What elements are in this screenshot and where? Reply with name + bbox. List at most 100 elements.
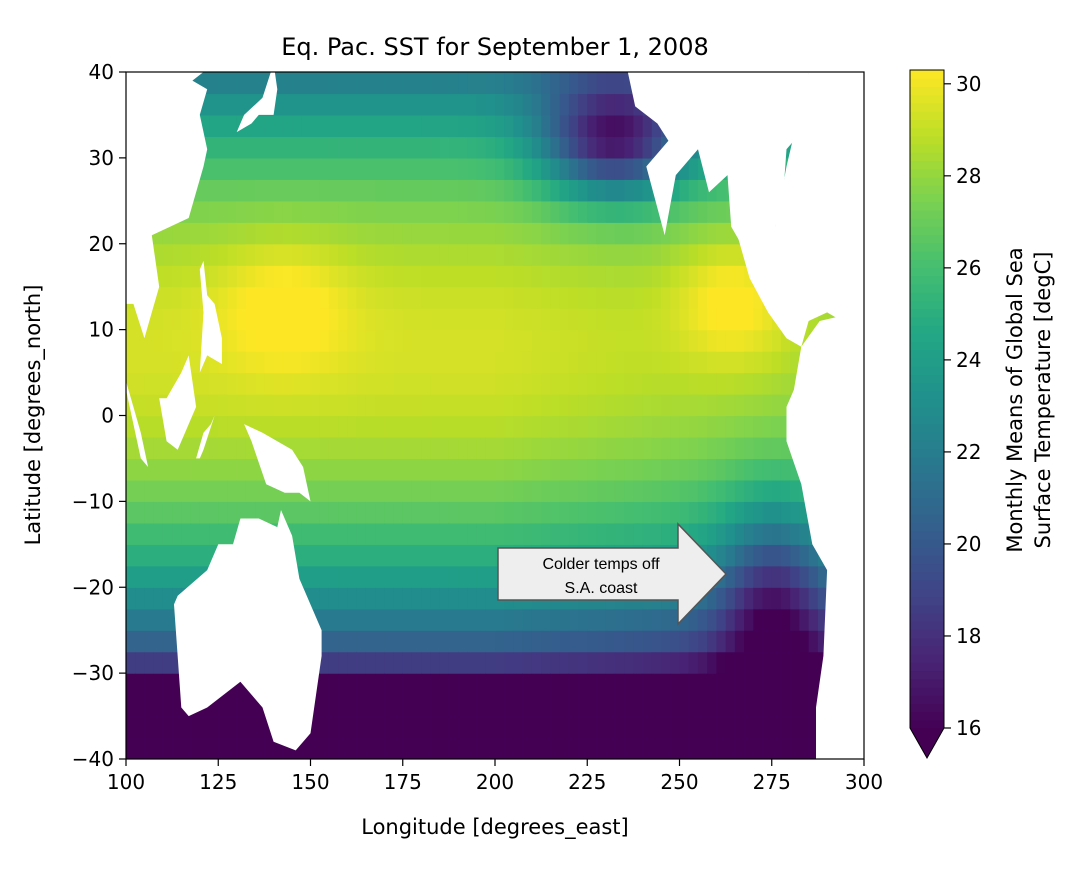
heatmap-cell <box>725 479 736 502</box>
heatmap-cell <box>670 394 681 417</box>
y-axis-label: Latitude [degrees_north] <box>21 285 46 546</box>
heatmap-cell <box>218 501 229 524</box>
heatmap-cell <box>347 501 358 524</box>
colorbar-segment <box>910 259 944 268</box>
heatmap-cell <box>688 737 699 759</box>
heatmap-cell <box>328 673 339 696</box>
heatmap-cell <box>190 415 201 438</box>
heatmap-cell <box>319 630 330 653</box>
heatmap-cell <box>384 587 395 610</box>
heatmap-cell <box>642 479 653 502</box>
heatmap-cell <box>513 716 524 739</box>
heatmap-cell <box>790 651 801 674</box>
heatmap-cell <box>541 651 551 674</box>
heatmap-cell <box>347 114 358 138</box>
heatmap-cell <box>744 737 754 759</box>
heatmap-cell <box>439 522 450 545</box>
heatmap-cell <box>439 372 450 395</box>
heatmap-cell <box>144 522 155 545</box>
heatmap-cell <box>375 544 385 567</box>
heatmap-cell <box>218 136 229 159</box>
heatmap-cell <box>227 501 238 524</box>
heatmap-cell <box>707 351 717 374</box>
heatmap-cell <box>365 694 376 717</box>
heatmap-cell <box>181 329 192 352</box>
heatmap-cell <box>375 716 385 739</box>
heatmap-cell <box>375 372 385 395</box>
heatmap-cell <box>153 673 164 696</box>
heatmap-cell <box>301 436 312 460</box>
heatmap-cell <box>624 394 634 417</box>
heatmap-cell <box>236 716 247 739</box>
heatmap-cell <box>559 372 570 395</box>
heatmap-cell <box>162 458 173 481</box>
heatmap-cell <box>162 222 173 245</box>
heatmap-cell <box>467 157 478 180</box>
heatmap-cell <box>448 737 459 759</box>
heatmap-cell <box>319 114 330 138</box>
colorbar-segment <box>910 571 944 581</box>
heatmap-cell <box>430 394 441 417</box>
heatmap-cell <box>679 157 690 180</box>
heatmap-cell <box>439 93 450 116</box>
x-tick-label: 150 <box>291 770 329 794</box>
heatmap-cell <box>688 351 699 374</box>
heatmap-cell <box>707 265 717 288</box>
heatmap-cell <box>744 694 754 717</box>
heatmap-cell <box>393 716 404 739</box>
heatmap-cell <box>744 415 754 438</box>
heatmap-cell <box>513 114 524 138</box>
heatmap-cell <box>596 157 607 180</box>
heatmap-cell <box>209 351 219 374</box>
heatmap-cell <box>439 308 450 331</box>
heatmap-cell <box>347 544 358 567</box>
heatmap-cell <box>504 93 515 116</box>
heatmap-cell <box>430 93 441 116</box>
heatmap-cell <box>559 200 570 223</box>
heatmap-cell <box>790 458 801 481</box>
heatmap-cell <box>172 501 182 524</box>
heatmap-cell <box>319 716 330 739</box>
heatmap-cell <box>688 308 699 331</box>
heatmap-cell <box>236 136 247 159</box>
heatmap-cell <box>153 222 164 245</box>
heatmap-cell <box>227 179 238 202</box>
heatmap-cell <box>661 394 671 417</box>
heatmap-cell <box>319 565 330 588</box>
heatmap-cell <box>596 114 607 138</box>
heatmap-cell <box>642 458 653 481</box>
heatmap-cell <box>578 608 588 631</box>
heatmap-cell <box>310 716 321 739</box>
heatmap-cell <box>384 436 395 460</box>
heatmap-cell <box>568 522 579 545</box>
heatmap-cell <box>162 479 173 502</box>
heatmap-cell <box>199 179 210 202</box>
heatmap-cell <box>624 179 634 202</box>
heatmap-cell <box>236 200 247 223</box>
heatmap-cell <box>485 716 496 739</box>
heatmap-cell <box>384 522 395 545</box>
heatmap-cell <box>476 587 487 610</box>
heatmap-cell <box>642 716 653 739</box>
heatmap-cell <box>310 243 321 266</box>
heatmap-cell <box>199 737 210 759</box>
heatmap-cell <box>153 716 164 739</box>
heatmap-cell <box>522 394 533 417</box>
heatmap-cell <box>624 243 634 266</box>
heatmap-cell <box>458 544 468 567</box>
heatmap-cell <box>172 522 182 545</box>
heatmap-cell <box>144 436 155 460</box>
heatmap-cell <box>245 222 256 245</box>
heatmap-cell <box>605 608 616 631</box>
heatmap-cell <box>541 200 551 223</box>
heatmap-cell <box>522 179 533 202</box>
heatmap-cell <box>126 351 136 374</box>
heatmap-cell <box>375 737 385 759</box>
heatmap-cell <box>605 651 616 674</box>
heatmap-cell <box>393 179 404 202</box>
heatmap-cell <box>448 587 459 610</box>
heatmap-cell <box>310 308 321 331</box>
heatmap-cell <box>430 694 441 717</box>
heatmap-cell <box>476 522 487 545</box>
heatmap-cell <box>421 458 432 481</box>
